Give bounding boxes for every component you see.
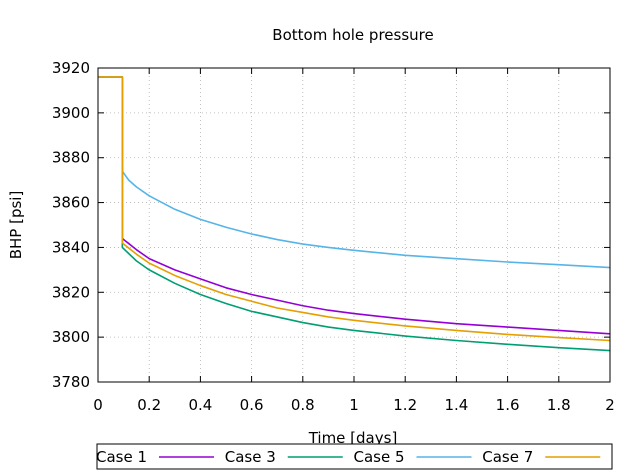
y-tick-label: 3820 [52,283,90,301]
grid-lines [98,68,610,382]
x-tick-label: 0 [93,396,103,414]
x-tick-label: 0.8 [291,396,315,414]
x-tick-label: 1.6 [496,396,520,414]
y-tick-label: 3900 [52,104,90,122]
x-tick-label: 0.2 [137,396,161,414]
x-tick-label: 1.2 [393,396,417,414]
legend-label-2: Case 3 [225,448,276,466]
legend: Case 1 Case 3 Case 5 Case 7 [96,443,613,470]
x-tick-label: 1 [349,396,359,414]
legend-label-1: Case 1 [96,448,147,466]
y-tick-label: 3800 [52,328,90,346]
x-tick-label: 1.4 [444,396,468,414]
y-axis-label: BHP [psi] [7,191,25,260]
series-line-3 [98,76,611,269]
legend-label-4: Case 7 [482,448,533,466]
series-lines [98,76,611,352]
axis-ticks: 0 0.2 0.4 0.6 0.8 1 1.2 1.4 1.6 1.8 2 3780 3800 3820 3… [52,59,615,414]
x-tick-label: 0.4 [188,396,212,414]
y-tick-label: 3780 [52,373,90,391]
series-line-1 [98,76,611,335]
x-tick-label: 1.8 [547,396,571,414]
y-tick-label: 3860 [52,194,90,212]
y-tick-label: 3920 [52,59,90,77]
legend-label-3: Case 5 [353,448,404,466]
x-tick-label: 0.6 [240,396,264,414]
series-line-4 [98,76,611,342]
y-tick-label: 3840 [52,238,90,256]
chart-title: Bottom hole pressure [272,26,433,44]
series-line-2 [98,76,611,352]
x-axis-label: Time [days] [308,429,398,447]
y-tick-label: 3880 [52,149,90,167]
x-tick-label: 2 [605,396,615,414]
